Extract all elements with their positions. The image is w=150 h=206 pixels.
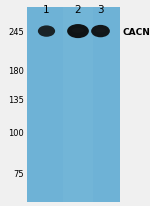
Ellipse shape [91, 26, 110, 38]
Ellipse shape [95, 29, 106, 33]
Text: 3: 3 [97, 5, 104, 15]
Text: 100: 100 [8, 128, 24, 137]
Text: CACNA1E: CACNA1E [123, 27, 150, 36]
Text: 180: 180 [8, 67, 24, 76]
Text: 135: 135 [8, 95, 24, 104]
Bar [63, 8, 93, 202]
Ellipse shape [67, 25, 89, 39]
Text: 2: 2 [75, 5, 81, 15]
Ellipse shape [38, 26, 55, 37]
Text: 1: 1 [43, 5, 50, 15]
Text: 75: 75 [13, 170, 24, 179]
Bar [27, 8, 120, 202]
Ellipse shape [72, 29, 84, 34]
Text: 245: 245 [8, 27, 24, 36]
Ellipse shape [42, 29, 51, 33]
